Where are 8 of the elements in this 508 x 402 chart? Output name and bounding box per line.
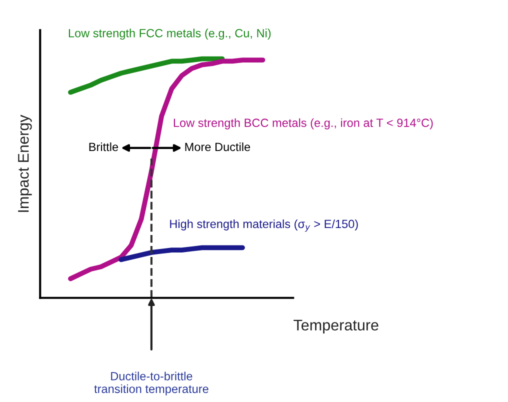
x-axis-title: Temperature	[294, 320, 378, 334]
text: Ductile-to-brittle transition temperature	[94, 372, 208, 396]
series-label: High strength materials (σ$_{y}$ > E/150)	[170, 219, 358, 232]
annotation: More Ductile	[185, 142, 250, 152]
annotation: Brittle	[89, 142, 118, 152]
series-label: Low strength BCC metals (e.g., iron at T < 914°C)	[174, 118, 433, 130]
text: Low strength FCC metals (e.g., Cu, Ni)	[68, 28, 271, 40]
y-axis-title: Impact Energy	[18, 114, 32, 212]
